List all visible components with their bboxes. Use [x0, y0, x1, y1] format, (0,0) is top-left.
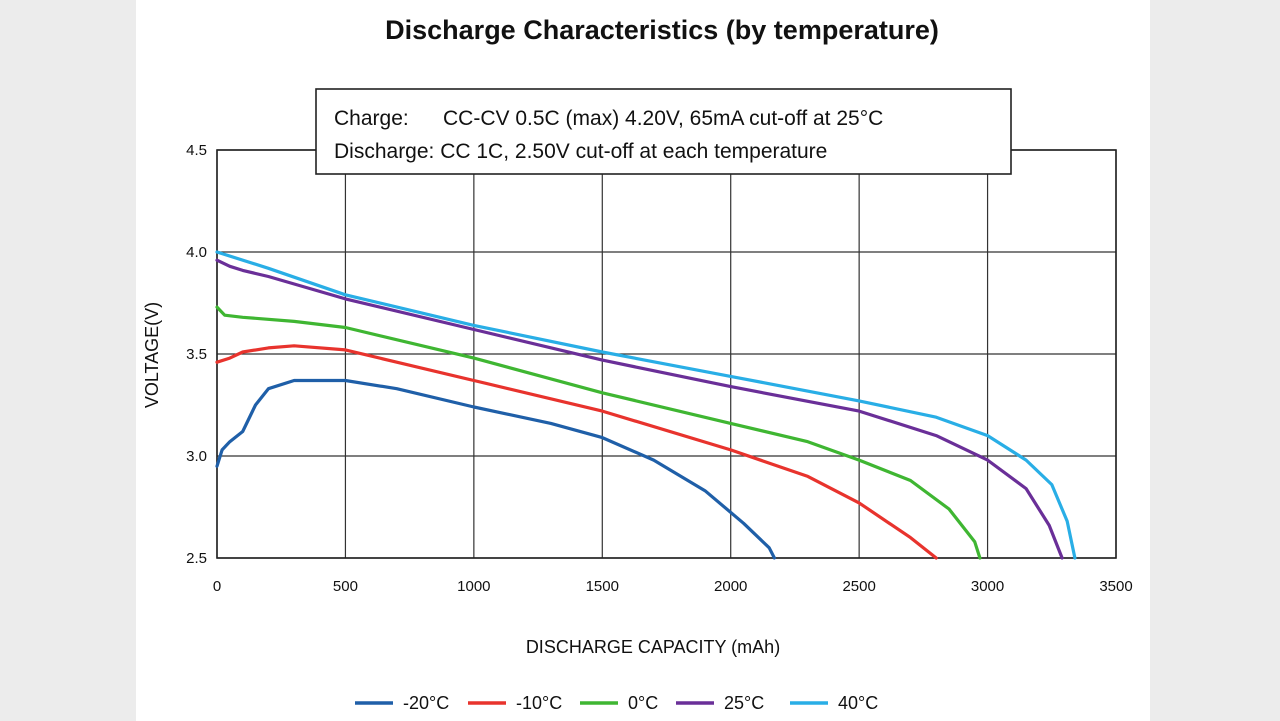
annotation-line1-label: Charge: — [334, 107, 409, 130]
chart-title: Discharge Characteristics (by temperatur… — [385, 15, 939, 45]
legend-label: 40°C — [838, 693, 878, 713]
legend-label: 25°C — [724, 693, 764, 713]
grid — [216, 149, 1117, 559]
series-line-3 — [215, 258, 1064, 560]
x-tick-label: 1500 — [586, 578, 619, 595]
legend-label: -10°C — [516, 693, 562, 713]
series-line-4 — [215, 250, 1077, 560]
y-tick-label: 2.5 — [186, 550, 207, 567]
y-tick-label: 3.0 — [186, 448, 207, 465]
series-line-2 — [215, 305, 982, 560]
x-tick-label: 2000 — [714, 578, 747, 595]
series-line-0 — [215, 378, 776, 560]
legend-label: -20°C — [403, 693, 449, 713]
annotation-line2-text: Discharge: CC 1C, 2.50V cut-off at each … — [334, 140, 827, 163]
x-ticks: 0 500 1000 1500 2000 2500 3000 3500 — [213, 578, 1133, 595]
y-tick-label: 3.5 — [186, 346, 207, 363]
y-tick-label: 4.0 — [186, 244, 207, 261]
x-axis-label: DISCHARGE CAPACITY (mAh) — [526, 637, 780, 657]
series-line-1 — [215, 344, 938, 560]
legend-label: 0°C — [628, 693, 658, 713]
annotation-frame — [315, 88, 1012, 175]
x-tick-label: 500 — [333, 578, 358, 595]
y-axis-label: VOLTAGE(V) — [142, 302, 162, 408]
annotation-box: Charge: CC-CV 0.5C (max) 4.20V, 65mA cut… — [315, 88, 1012, 175]
x-tick-label: 3500 — [1099, 578, 1132, 595]
x-tick-label: 0 — [213, 578, 221, 595]
x-tick-label: 1000 — [457, 578, 490, 595]
annotation-line1-text: CC-CV 0.5C (max) 4.20V, 65mA cut-off at … — [443, 107, 883, 130]
x-tick-label: 2500 — [842, 578, 875, 595]
series-lines — [215, 250, 1077, 560]
y-tick-label: 4.5 — [186, 142, 207, 159]
x-tick-label: 3000 — [971, 578, 1004, 595]
legend: -20°C -10°C 0°C 25°C 40°C — [355, 693, 878, 713]
y-ticks: 2.5 3.0 3.5 4.0 4.5 — [186, 142, 207, 567]
